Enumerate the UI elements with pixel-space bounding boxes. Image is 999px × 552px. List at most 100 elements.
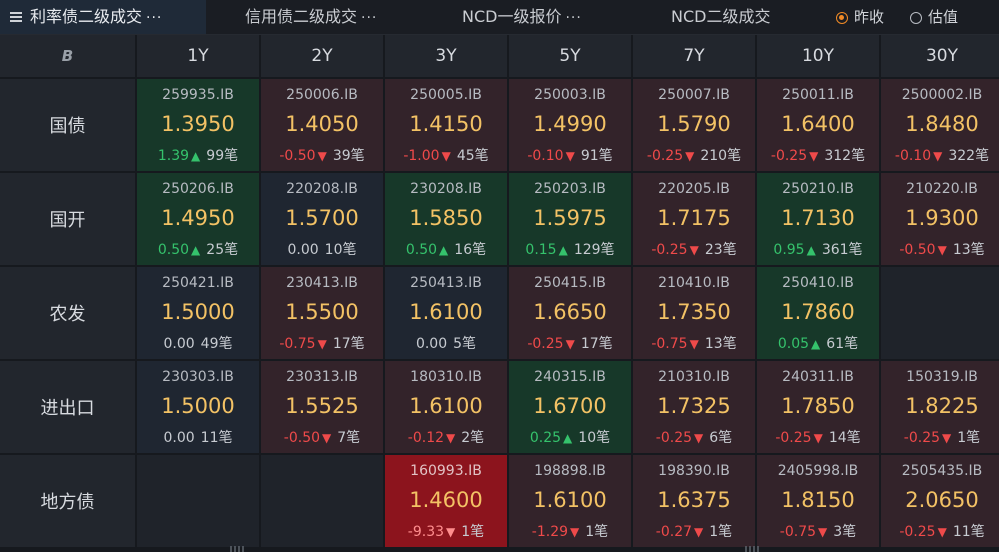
quote-cell[interactable]: 2405998.IB 1.8150 -0.75 ▼ 3笔 bbox=[757, 455, 879, 547]
bond-code: 250421.IB bbox=[162, 275, 234, 291]
quote-cell[interactable]: 220205.IB 1.7175 -0.25 ▼ 23笔 bbox=[633, 173, 755, 265]
more-icon[interactable]: ··· bbox=[146, 10, 163, 26]
change-row: 0.25 ▲ 10笔 bbox=[509, 427, 631, 447]
resize-handle[interactable] bbox=[230, 546, 244, 552]
change-value: 0.50 bbox=[405, 242, 438, 258]
yield-price: 1.6100 bbox=[409, 394, 483, 418]
change-row: 0.50 ▲ 16笔 bbox=[385, 239, 507, 259]
change-row: 0.00 11笔 bbox=[137, 427, 259, 447]
quote-cell[interactable]: 230303.IB 1.5000 0.00 11笔 bbox=[137, 361, 259, 453]
trade-count: 361笔 bbox=[821, 242, 863, 258]
bond-code: 250003.IB bbox=[534, 87, 606, 103]
yield-price: 1.4600 bbox=[409, 488, 483, 512]
change-value: -0.25 bbox=[903, 430, 941, 446]
change-value: -1.00 bbox=[403, 148, 440, 164]
tab-ncd-primary-quote[interactable]: NCD一级报价 ··· bbox=[462, 0, 582, 34]
radio-label: 估值 bbox=[928, 8, 959, 26]
change-row: -0.25 ▼ 210笔 bbox=[633, 145, 755, 165]
column-header-1y: 1Y bbox=[137, 35, 259, 77]
quote-cell[interactable]: 250003.IB 1.4990 -0.10 ▼ 91笔 bbox=[509, 79, 631, 171]
quote-cell[interactable]: 160993.IB 1.4600 -9.33 ▼ 1笔 bbox=[385, 455, 507, 547]
bond-code: 2505435.IB bbox=[901, 463, 983, 479]
change-row: -0.10 ▼ 91笔 bbox=[509, 145, 631, 165]
quote-cell[interactable]: 250413.IB 1.6100 0.00 5笔 bbox=[385, 267, 507, 359]
quote-cell[interactable]: 250210.IB 1.7130 0.95 ▲ 361笔 bbox=[757, 173, 879, 265]
quote-cell[interactable]: 250006.IB 1.4050 -0.50 ▼ 39笔 bbox=[261, 79, 383, 171]
radio-prev-close[interactable]: 昨收 bbox=[836, 0, 884, 34]
more-icon[interactable]: ··· bbox=[361, 10, 378, 26]
quote-cell[interactable]: 220208.IB 1.5700 0.00 10笔 bbox=[261, 173, 383, 265]
tab-credit-bond-secondary[interactable]: 信用债二级成交 ··· bbox=[245, 0, 377, 34]
quote-cell[interactable]: 250421.IB 1.5000 0.00 49笔 bbox=[137, 267, 259, 359]
yield-price: 1.6375 bbox=[657, 488, 731, 512]
column-header-10y: 10Y bbox=[757, 35, 879, 77]
trade-count: 13笔 bbox=[952, 242, 985, 258]
bond-code: 2500002.IB bbox=[901, 87, 983, 103]
change-row: -0.75 ▼ 13笔 bbox=[633, 333, 755, 353]
bond-code: 250011.IB bbox=[782, 87, 854, 103]
quote-cell[interactable]: 250011.IB 1.6400 -0.25 ▼ 312笔 bbox=[757, 79, 879, 171]
yield-price: 1.4150 bbox=[409, 112, 483, 136]
quote-cell[interactable]: 250415.IB 1.6650 -0.25 ▼ 17笔 bbox=[509, 267, 631, 359]
menu-icon bbox=[10, 1, 22, 22]
radio-valuation[interactable]: 估值 bbox=[910, 0, 958, 34]
quote-cell[interactable]: 230208.IB 1.5850 0.50 ▲ 16笔 bbox=[385, 173, 507, 265]
yield-price: 1.3950 bbox=[161, 112, 235, 136]
quote-cell[interactable]: 2500002.IB 1.8480 -0.10 ▼ 322笔 bbox=[881, 79, 999, 171]
tab-label: NCD一级报价 bbox=[462, 7, 562, 26]
arrow-down-icon: ▼ bbox=[942, 431, 952, 445]
quote-cell[interactable]: 180310.IB 1.6100 -0.12 ▼ 2笔 bbox=[385, 361, 507, 453]
tab-rate-bond-secondary[interactable]: 利率债二级成交 ··· bbox=[0, 0, 206, 34]
arrow-down-icon: ▼ bbox=[694, 525, 704, 539]
quote-cell[interactable]: 2505435.IB 2.0650 -0.25 ▼ 11笔 bbox=[881, 455, 999, 547]
quote-cell[interactable]: 250203.IB 1.5975 0.15 ▲ 129笔 bbox=[509, 173, 631, 265]
trade-count: 210笔 bbox=[700, 148, 742, 164]
change-value: -0.50 bbox=[279, 148, 316, 164]
quote-cell[interactable]: 250005.IB 1.4150 -1.00 ▼ 45笔 bbox=[385, 79, 507, 171]
yield-matrix: B 1Y 2Y 3Y 5Y 7Y 10Y 30Y 国债 259935.IB 1.3950 1.39 ▲… bbox=[0, 35, 999, 547]
quote-cell[interactable]: 240315.IB 1.6700 0.25 ▲ 10笔 bbox=[509, 361, 631, 453]
arrow-down-icon: ▼ bbox=[565, 337, 575, 351]
quote-cell[interactable]: 198898.IB 1.6100 -1.29 ▼ 1笔 bbox=[509, 455, 631, 547]
radio-label: 昨收 bbox=[854, 8, 885, 26]
yield-price: 1.7175 bbox=[657, 206, 731, 230]
trade-count: 25笔 bbox=[206, 242, 239, 258]
column-header-3y: 3Y bbox=[385, 35, 507, 77]
trade-count: 5笔 bbox=[453, 336, 477, 352]
arrow-up-icon: ▲ bbox=[558, 243, 568, 257]
change-value: 0.05 bbox=[777, 336, 810, 352]
arrow-down-icon: ▼ bbox=[694, 431, 704, 445]
quote-cell[interactable]: 210410.IB 1.7350 -0.75 ▼ 13笔 bbox=[633, 267, 755, 359]
trade-count: 17笔 bbox=[580, 336, 613, 352]
yield-price: 1.5790 bbox=[657, 112, 731, 136]
bond-code: 220205.IB bbox=[658, 181, 730, 197]
corner-logo: B bbox=[0, 35, 135, 77]
quote-cell[interactable]: 198390.IB 1.6375 -0.27 ▼ 1笔 bbox=[633, 455, 755, 547]
tab-ncd-secondary[interactable]: NCD二级成交 bbox=[671, 0, 770, 34]
bond-code: 198390.IB bbox=[658, 463, 730, 479]
quote-cell[interactable]: 250206.IB 1.4950 0.50 ▲ 25笔 bbox=[137, 173, 259, 265]
quote-cell[interactable]: 230413.IB 1.5500 -0.75 ▼ 17笔 bbox=[261, 267, 383, 359]
trade-count: 39笔 bbox=[332, 148, 365, 164]
trade-count: 10笔 bbox=[578, 430, 611, 446]
change-row: -0.75 ▼ 17笔 bbox=[261, 333, 383, 353]
trade-count: 3笔 bbox=[833, 524, 857, 540]
quote-cell[interactable]: 250410.IB 1.7860 0.05 ▲ 61笔 bbox=[757, 267, 879, 359]
quote-cell[interactable]: 240311.IB 1.7850 -0.25 ▼ 14笔 bbox=[757, 361, 879, 453]
quote-cell[interactable]: 259935.IB 1.3950 1.39 ▲ 99笔 bbox=[137, 79, 259, 171]
more-icon[interactable]: ··· bbox=[565, 10, 582, 26]
trade-count: 322笔 bbox=[948, 148, 990, 164]
quote-cell[interactable]: 210310.IB 1.7325 -0.25 ▼ 6笔 bbox=[633, 361, 755, 453]
brand-logo-icon: B bbox=[61, 47, 74, 65]
resize-handle[interactable] bbox=[745, 546, 759, 552]
change-value: 0.25 bbox=[529, 430, 562, 446]
quote-cell[interactable]: 150319.IB 1.8225 -0.25 ▼ 1笔 bbox=[881, 361, 999, 453]
bond-code: 230208.IB bbox=[410, 181, 482, 197]
quote-cell[interactable]: 210220.IB 1.9300 -0.50 ▼ 13笔 bbox=[881, 173, 999, 265]
change-value: -0.75 bbox=[279, 336, 316, 352]
quote-cell[interactable]: 230313.IB 1.5525 -0.50 ▼ 7笔 bbox=[261, 361, 383, 453]
change-value: -0.50 bbox=[899, 242, 936, 258]
quote-cell[interactable]: 250007.IB 1.5790 -0.25 ▼ 210笔 bbox=[633, 79, 755, 171]
arrow-up-icon: ▲ bbox=[191, 243, 201, 257]
empty-cell bbox=[137, 455, 259, 547]
